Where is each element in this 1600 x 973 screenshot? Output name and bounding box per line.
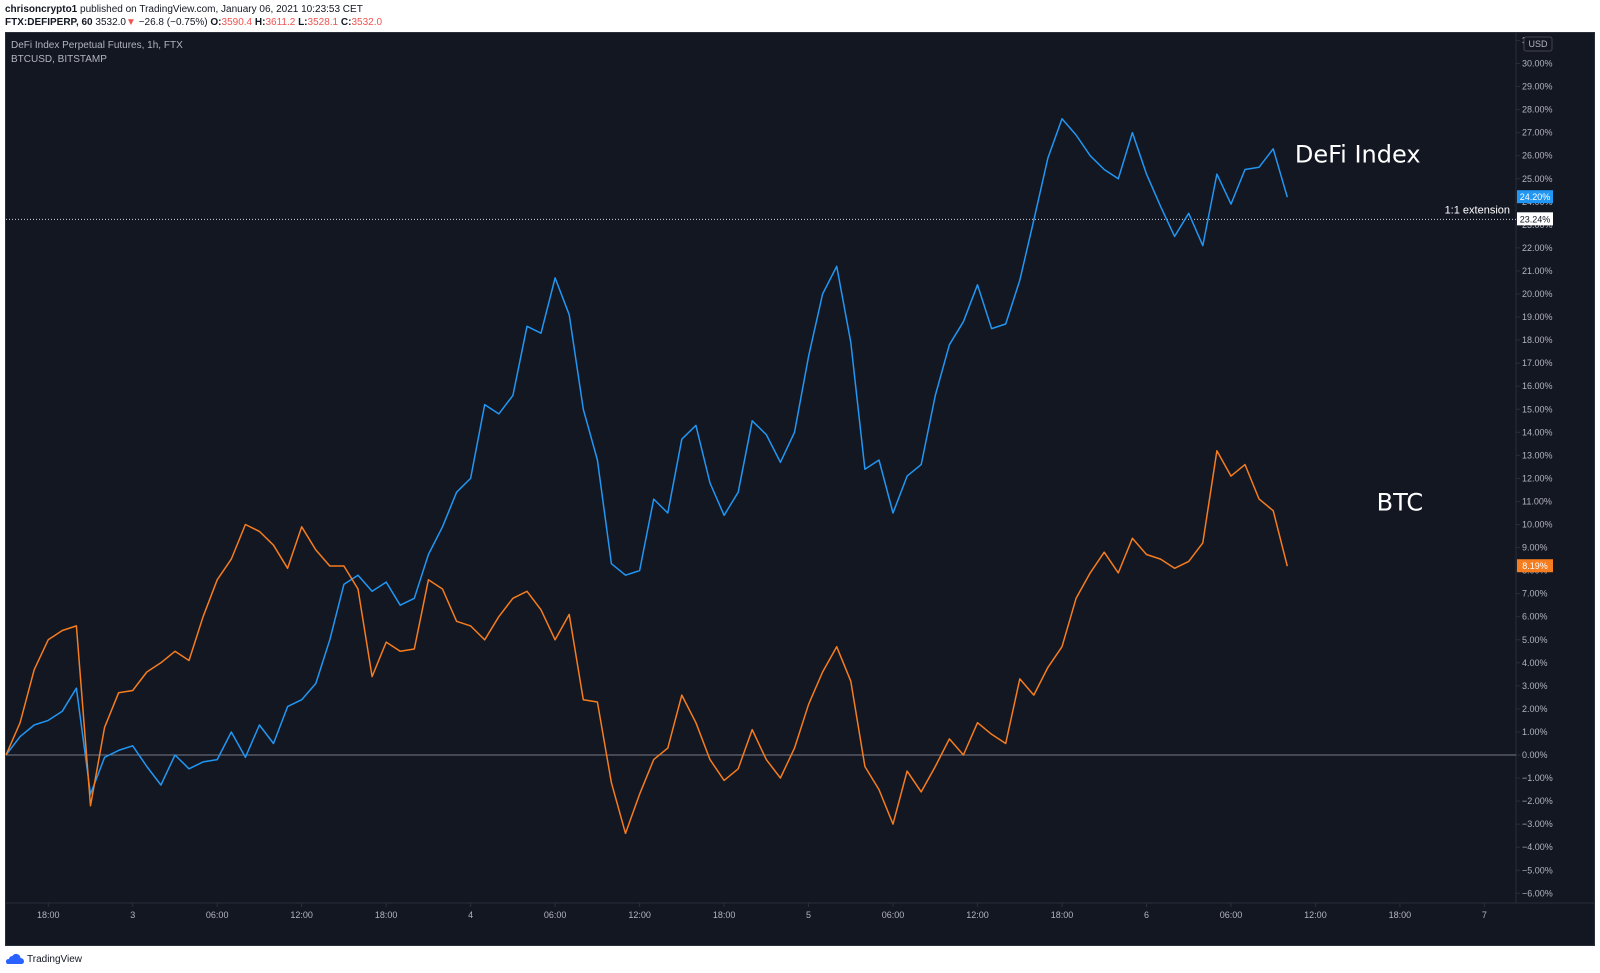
y-tick-label: 10.00% <box>1522 520 1553 530</box>
x-tick-label: 06:00 <box>544 910 567 920</box>
y-tick-label: −3.00% <box>1522 819 1553 829</box>
extension-label: 1:1 extension <box>1445 204 1510 216</box>
y-tick-label: 16.00% <box>1522 381 1553 391</box>
tradingview-brand: TradingView <box>27 953 83 965</box>
high-label: H: <box>254 17 266 28</box>
y-tick-label: 1.00% <box>1522 727 1548 737</box>
x-tick-label: 7 <box>1482 910 1487 920</box>
close-label: C: <box>340 17 352 28</box>
y-tick-label: 7.00% <box>1522 589 1548 599</box>
publish-line: chrisoncrypto1 published on TradingView.… <box>5 4 363 15</box>
y-tick-label: 2.00% <box>1522 704 1548 714</box>
close-value: 3532.0 <box>351 17 383 28</box>
tradingview-cloud-icon <box>6 953 24 964</box>
publisher-name[interactable]: chrisoncrypto1 <box>5 4 78 15</box>
last-value-label: 24.20% <box>1520 192 1551 202</box>
last-price: 3532.0 <box>95 17 126 28</box>
x-tick-label: 12:00 <box>1304 910 1327 920</box>
currency-label: USD <box>1528 39 1548 49</box>
open-value: 3590.4 <box>221 17 253 28</box>
ohlc-line: FTX:DEFIPERP, 60 3532.0▼ −26.8 (−0.75%) … <box>5 17 382 28</box>
y-tick-label: 26.00% <box>1522 151 1553 161</box>
y-tick-label: 22.00% <box>1522 243 1553 253</box>
footer-bar <box>0 946 1600 973</box>
series-line-defi[interactable] <box>5 118 1289 795</box>
y-tick-label: −2.00% <box>1522 796 1553 806</box>
y-tick-label: −4.00% <box>1522 842 1553 852</box>
y-tick-label: 14.00% <box>1522 427 1553 437</box>
publish-header: chrisoncrypto1 published on TradingView.… <box>0 0 1600 32</box>
x-tick-label: 12:00 <box>628 910 651 920</box>
x-tick-label: 06:00 <box>206 910 229 920</box>
y-tick-label: 9.00% <box>1522 543 1548 553</box>
y-tick-label: −1.00% <box>1522 773 1553 783</box>
y-tick-label: 13.00% <box>1522 450 1553 460</box>
x-tick-label: 18:00 <box>713 910 736 920</box>
x-tick-label: 12:00 <box>966 910 989 920</box>
chart-annotation[interactable]: DeFi Index <box>1295 141 1421 169</box>
currency-badge[interactable] <box>1523 36 1553 52</box>
y-tick-label: 3.00% <box>1522 681 1548 691</box>
y-tick-label: −6.00% <box>1522 888 1553 898</box>
x-tick-label: 12:00 <box>290 910 313 920</box>
y-tick-label: 18.00% <box>1522 335 1553 345</box>
last-value-badge <box>1517 559 1553 573</box>
compare-series-legend[interactable]: BTCUSD, BITSTAMP <box>11 54 107 65</box>
x-tick-label: 3 <box>130 910 135 920</box>
chart-pane[interactable] <box>5 32 1595 946</box>
x-tick-label: 06:00 <box>882 910 905 920</box>
y-tick-label: 29.00% <box>1522 82 1553 92</box>
chart-annotation[interactable]: BTC <box>1377 489 1423 517</box>
symbol-label: FTX:DEFIPERP, 60 <box>5 17 93 28</box>
y-tick-label: −5.00% <box>1522 865 1553 875</box>
y-tick-label: 5.00% <box>1522 635 1548 645</box>
price-change: −26.8 (−0.75%) <box>138 17 208 28</box>
y-tick-label: 28.00% <box>1522 105 1553 115</box>
series-line-btc[interactable] <box>5 449 1289 835</box>
last-value-badge <box>1517 190 1553 204</box>
x-tick-label: 6 <box>1144 910 1149 920</box>
extension-value-label: 23.24% <box>1520 214 1551 224</box>
y-tick-label: 11.00% <box>1522 496 1552 506</box>
y-tick-label: 12.00% <box>1522 473 1553 483</box>
high-value: 3611.2 <box>265 17 296 28</box>
x-tick-label: 06:00 <box>1220 910 1243 920</box>
published-text: published on TradingView.com, January 06… <box>77 4 363 15</box>
y-tick-label: 25.00% <box>1522 174 1553 184</box>
open-label: O: <box>210 17 222 28</box>
main-series-legend[interactable]: DeFi Index Perpetual Futures, 1h, FTX <box>11 40 183 51</box>
tradingview-logo[interactable]: TradingView <box>6 953 82 965</box>
low-value: 3528.1 <box>307 17 339 28</box>
last-value-label: 8.19% <box>1522 561 1548 571</box>
x-tick-label: 18:00 <box>1051 910 1074 920</box>
y-tick-label: 17.00% <box>1522 358 1553 368</box>
y-tick-label: 27.00% <box>1522 128 1553 138</box>
y-tick-label: 20.00% <box>1522 289 1553 299</box>
y-tick-label: 19.00% <box>1522 312 1553 322</box>
y-tick-label: 0.00% <box>1522 750 1548 760</box>
x-tick-label: 4 <box>468 910 473 920</box>
y-tick-label: 4.00% <box>1522 658 1548 668</box>
y-tick-label: 30.00% <box>1522 59 1553 69</box>
x-tick-label: 18:00 <box>1389 910 1412 920</box>
y-tick-label: 6.00% <box>1522 612 1548 622</box>
y-tick-label: 15.00% <box>1522 404 1553 414</box>
extension-value-badge <box>1517 212 1553 226</box>
x-tick-label: 18:00 <box>375 910 398 920</box>
low-label: L: <box>298 17 308 28</box>
y-tick-label: 21.00% <box>1522 266 1553 276</box>
x-tick-label: 18:00 <box>37 910 60 920</box>
x-tick-label: 5 <box>806 910 811 920</box>
down-arrow-icon: ▼ <box>126 17 136 28</box>
